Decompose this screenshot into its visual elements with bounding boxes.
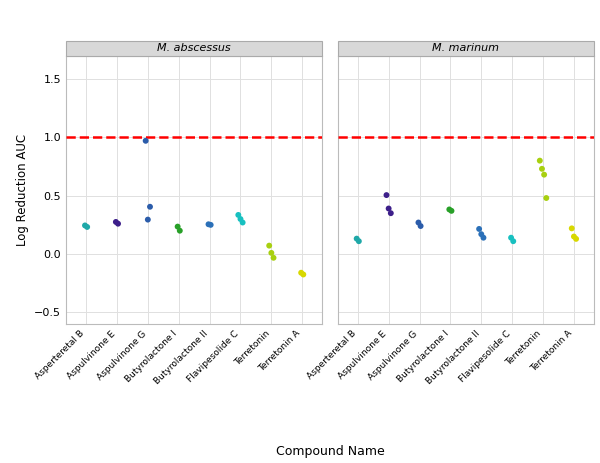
Point bbox=[206, 221, 215, 229]
Point bbox=[352, 235, 361, 242]
Point bbox=[113, 220, 123, 227]
Point bbox=[233, 211, 243, 219]
Y-axis label: Log Reduction AUC: Log Reduction AUC bbox=[16, 134, 29, 246]
Point bbox=[479, 234, 488, 241]
Point bbox=[567, 225, 577, 232]
Point bbox=[413, 219, 423, 226]
Point bbox=[173, 223, 182, 230]
FancyBboxPatch shape bbox=[338, 41, 594, 56]
Point bbox=[537, 165, 547, 173]
FancyBboxPatch shape bbox=[66, 41, 322, 56]
Point bbox=[506, 234, 516, 241]
Text: M. abscessus: M. abscessus bbox=[157, 43, 231, 53]
Point bbox=[204, 220, 214, 228]
Point bbox=[236, 215, 245, 223]
Point bbox=[299, 271, 308, 278]
Point bbox=[416, 222, 425, 230]
Point bbox=[535, 157, 545, 164]
Point bbox=[266, 249, 276, 257]
Point bbox=[143, 216, 152, 223]
Point bbox=[386, 209, 395, 217]
Point bbox=[175, 227, 185, 234]
Point bbox=[80, 222, 90, 229]
Point bbox=[145, 203, 155, 211]
Point bbox=[265, 242, 274, 250]
Point bbox=[141, 137, 151, 144]
Point bbox=[296, 269, 306, 276]
Point bbox=[82, 223, 92, 231]
Point bbox=[569, 233, 579, 240]
Point bbox=[111, 218, 121, 225]
Point bbox=[539, 171, 549, 178]
Point bbox=[445, 206, 454, 213]
Point bbox=[269, 254, 278, 262]
Point bbox=[571, 235, 581, 243]
Point bbox=[354, 238, 364, 245]
Point bbox=[476, 231, 486, 238]
Point bbox=[384, 205, 394, 212]
Point bbox=[238, 219, 247, 226]
Text: Compound Name: Compound Name bbox=[275, 445, 385, 458]
Point bbox=[382, 191, 391, 199]
Point bbox=[541, 194, 551, 202]
Text: M. marinum: M. marinum bbox=[433, 43, 499, 53]
Point bbox=[475, 225, 484, 232]
Point bbox=[446, 207, 456, 214]
Point bbox=[508, 238, 518, 245]
